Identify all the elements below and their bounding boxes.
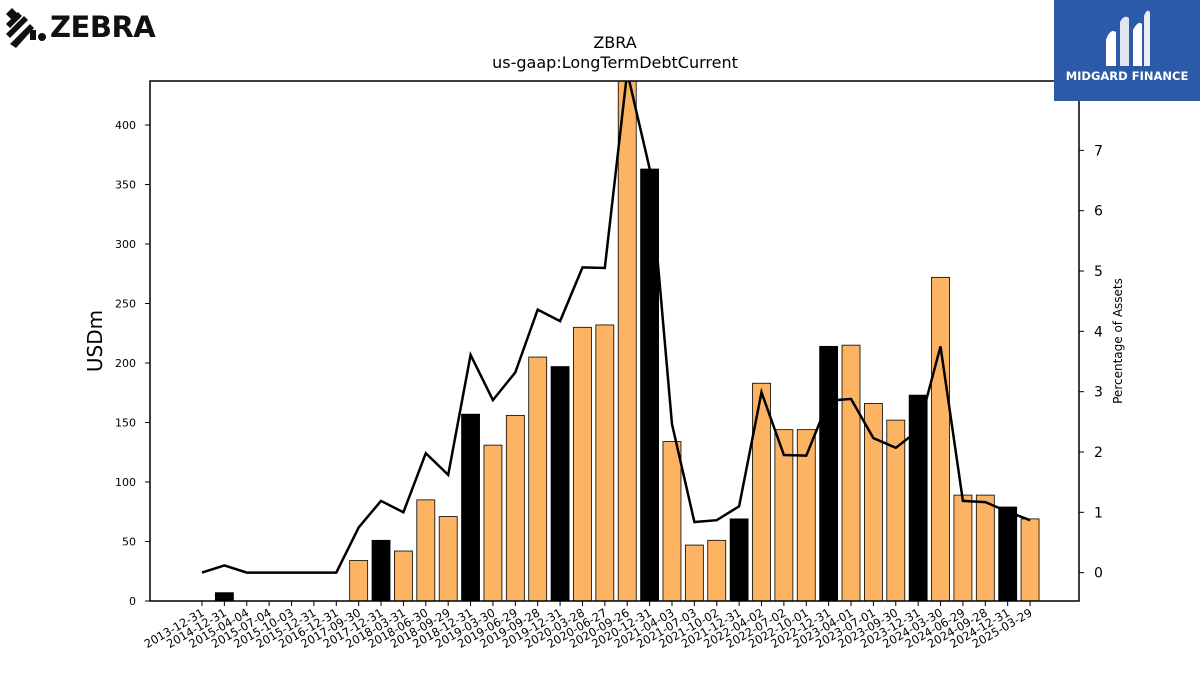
y2-tick-label: 2 [1094,445,1103,461]
y-tick-label: 300 [115,238,136,251]
plot-frame [149,80,1080,602]
bar-2018-03-31 [394,550,413,601]
y-tick-label: 350 [115,179,136,192]
y-tick-label: 400 [115,119,136,132]
bar-2024-06-29 [953,494,973,601]
percentage-of-assets-line [201,81,1031,574]
y2-tick-label: 0 [1094,566,1103,582]
y-axis-ticks: 0 50 100 150 200 250 300 350 400 [115,119,150,608]
bar-2025-03-29 [1020,518,1040,601]
y-tick-label: 150 [115,417,136,430]
bar-2017-12-31 [371,539,391,601]
bar-2024-09-28 [975,494,995,601]
y-tick-label: 0 [129,595,136,608]
bar-2024-12-31 [998,506,1018,601]
zebra-logo-text: ZEBRA [50,10,156,44]
y-tick-label: 250 [115,298,136,311]
midgard-finance-logo: MIDGARD FINANCE [1054,0,1200,101]
zebra-logo: ZEBRA [4,4,156,52]
bar-2018-06-30 [416,499,436,601]
y2-axis-label: Percentage of Assets [1111,278,1125,404]
bar-2023-09-30 [886,419,906,601]
y2-tick-label: 1 [1094,505,1103,521]
y-tick-label: 100 [115,476,136,489]
bar-2019-12-31 [550,366,570,601]
y2-tick-label: 5 [1094,264,1103,280]
bar-2021-10-02 [707,539,727,601]
bar-2020-09-26 [617,81,637,601]
midgard-logo-text: MIDGARD FINANCE [1065,69,1189,83]
bar-2022-12-31 [819,345,839,601]
y2-tick-label: 4 [1094,324,1103,340]
bar-2018-09-29 [438,516,458,601]
y-tick-label: 200 [115,357,136,370]
bar-2019-09-28 [528,356,548,601]
midgard-m-icon [1106,10,1150,67]
bar-2014-12-31 [214,592,234,601]
bar-2024-03-30 [931,276,950,601]
y2-tick-label: 6 [1094,204,1103,220]
bar-2019-03-30 [483,444,503,601]
bar-2023-07-01 [864,403,883,601]
chart-subtitle: us-gaap:LongTermDebtCurrent [492,53,738,72]
bars-layer [214,81,1040,601]
bar-2017-09-30 [349,560,369,601]
y-axis-label: USDm [83,310,107,372]
y2-tick-label: 3 [1094,385,1103,401]
chart-title: ZBRA [593,33,636,52]
bar-2018-12-31 [461,413,480,601]
bar-2019-06-29 [505,414,525,601]
y2-tick-label: 7 [1094,143,1103,159]
bar-2021-04-03 [662,441,682,601]
y2-axis-ticks: 0 1 2 3 4 5 6 7 [1079,143,1103,582]
bar-2022-04-02 [752,382,771,601]
bar-2020-03-28 [573,326,592,601]
bar-2020-06-27 [595,324,615,601]
bar-2021-12-31 [729,518,749,601]
y-tick-label: 50 [122,536,136,549]
zebra-head-icon [6,8,46,48]
bar-2023-12-31 [908,394,928,601]
bar-2023-04-01 [841,344,861,601]
bar-2021-07-03 [684,544,704,601]
x-axis-ticks: 2013-12-312014-12-312015-04-042015-07-04… [142,601,1035,651]
